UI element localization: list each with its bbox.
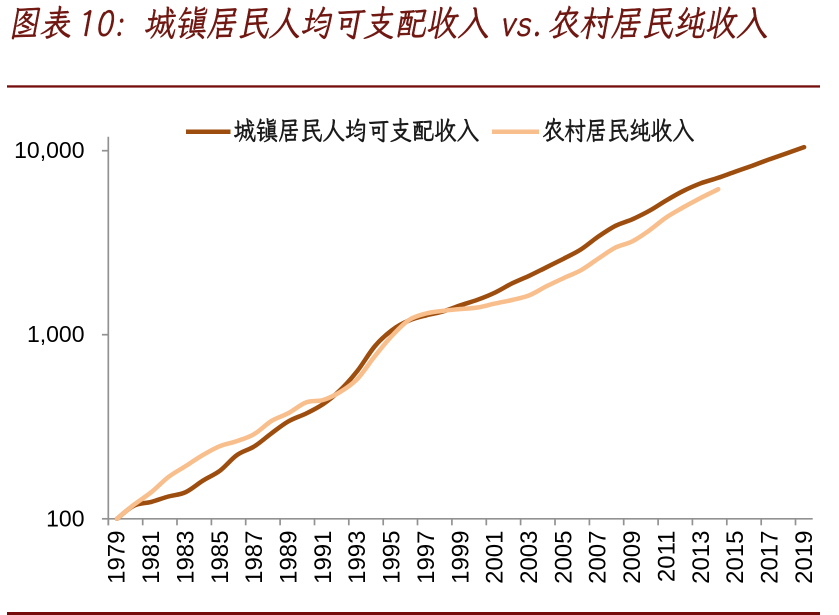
svg-text:2003: 2003	[516, 531, 543, 584]
svg-text:2019: 2019	[791, 531, 818, 584]
svg-text:1981: 1981	[138, 531, 165, 584]
svg-text:1991: 1991	[310, 531, 337, 584]
svg-text:100: 100	[46, 505, 84, 531]
svg-text:1987: 1987	[241, 531, 268, 584]
svg-text:1997: 1997	[413, 531, 440, 584]
svg-text:1999: 1999	[447, 531, 474, 584]
svg-text:2005: 2005	[550, 531, 577, 584]
svg-text:2001: 2001	[482, 531, 509, 584]
svg-text:1985: 1985	[207, 531, 234, 584]
svg-text:1995: 1995	[379, 531, 406, 584]
svg-text:2017: 2017	[757, 531, 784, 584]
svg-text:10,000: 10,000	[14, 137, 84, 163]
svg-text:1983: 1983	[172, 531, 199, 584]
svg-text:2013: 2013	[688, 531, 715, 584]
svg-text:1989: 1989	[276, 531, 303, 584]
svg-text:1979: 1979	[104, 531, 131, 584]
svg-text:2009: 2009	[619, 531, 646, 584]
svg-text:2007: 2007	[585, 531, 612, 584]
svg-text:2015: 2015	[722, 531, 749, 584]
svg-text:1993: 1993	[344, 531, 371, 584]
svg-text:2011: 2011	[654, 531, 681, 583]
svg-text:1,000: 1,000	[27, 321, 85, 347]
